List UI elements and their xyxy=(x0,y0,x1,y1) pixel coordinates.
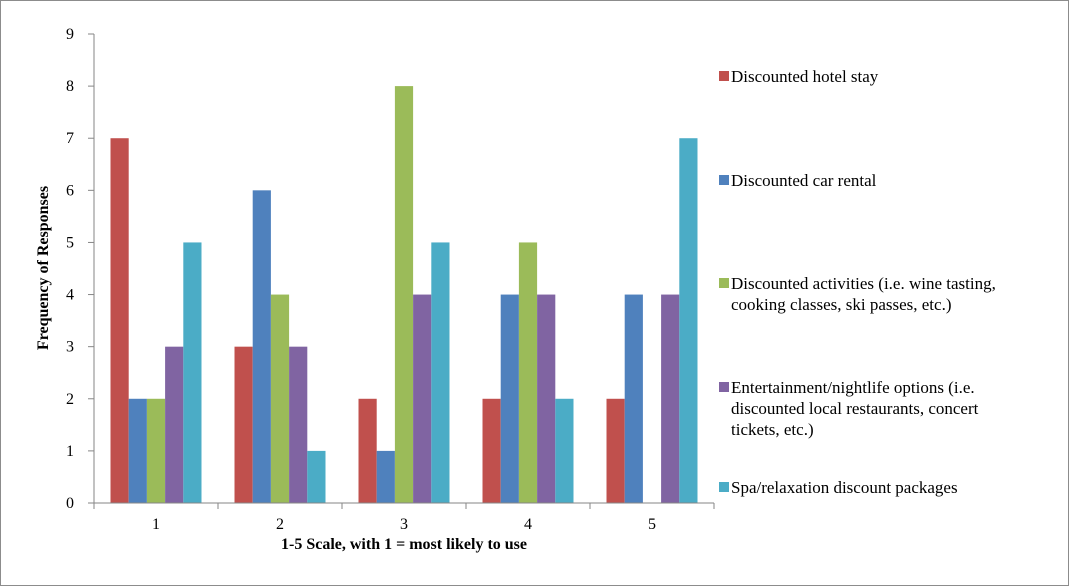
y-tick-label: 4 xyxy=(66,287,74,304)
bar xyxy=(289,346,308,503)
y-tick-label: 1 xyxy=(66,443,74,460)
y-tick-label: 9 xyxy=(66,26,74,43)
bar xyxy=(146,398,166,503)
bar xyxy=(358,398,377,503)
bar xyxy=(679,138,698,503)
x-tick-label: 1 xyxy=(152,516,160,533)
bar xyxy=(661,294,680,503)
x-tick-label: 4 xyxy=(524,516,532,533)
y-tick-label: 5 xyxy=(66,234,74,251)
legend-label: Spa/relaxation discount packages xyxy=(731,478,958,497)
bar xyxy=(307,450,326,503)
bar xyxy=(537,294,556,503)
x-tick-label: 5 xyxy=(648,516,656,533)
bars xyxy=(110,86,698,504)
bar xyxy=(624,294,643,503)
bar xyxy=(518,242,538,503)
y-tick-label: 6 xyxy=(66,182,74,199)
bar xyxy=(252,190,271,503)
y-axis-ticks: 0 1 2 3 4 5 6 7 8 9 xyxy=(66,26,94,512)
bar xyxy=(110,138,129,503)
legend-label: tickets, etc.) xyxy=(731,420,814,439)
bar xyxy=(376,450,395,503)
axes xyxy=(93,34,714,504)
legend-swatch xyxy=(719,482,729,492)
bar xyxy=(482,398,501,503)
x-axis-ticks: 1 2 3 4 5 xyxy=(93,503,715,533)
legend: Discounted hotel stay Discounted car rent… xyxy=(719,67,996,497)
bar xyxy=(234,346,253,503)
y-tick-label: 0 xyxy=(66,495,74,512)
y-tick-label: 7 xyxy=(66,130,74,147)
bar xyxy=(165,346,184,503)
bar xyxy=(413,294,432,503)
y-axis-title: Frequency of Responses xyxy=(35,186,52,350)
y-tick-label: 8 xyxy=(66,78,74,95)
y-tick-label: 3 xyxy=(66,339,74,356)
legend-label: cooking classes, ski passes, etc.) xyxy=(731,295,951,314)
bar xyxy=(183,242,202,503)
bar xyxy=(606,398,625,503)
legend-label: discounted local restaurants, concert xyxy=(731,399,979,418)
bar xyxy=(500,294,519,503)
legend-label: Discounted car rental xyxy=(731,171,877,190)
bar xyxy=(128,398,147,503)
legend-swatch xyxy=(719,71,729,81)
bar xyxy=(555,398,574,503)
bar xyxy=(270,294,290,503)
y-tick-label: 2 xyxy=(66,391,74,408)
legend-label: Discounted activities (i.e. wine tasting… xyxy=(731,274,996,293)
bar xyxy=(394,86,414,504)
x-axis-title: 1-5 Scale, with 1 = most likely to use xyxy=(281,536,527,553)
legend-label: Entertainment/nightlife options (i.e. xyxy=(731,378,975,397)
legend-swatch xyxy=(719,175,729,185)
x-tick-label: 2 xyxy=(276,516,284,533)
legend-label: Discounted hotel stay xyxy=(731,67,879,86)
legend-swatch xyxy=(719,278,729,288)
bar xyxy=(431,242,450,503)
legend-swatch xyxy=(719,382,729,392)
x-tick-label: 3 xyxy=(400,516,408,533)
